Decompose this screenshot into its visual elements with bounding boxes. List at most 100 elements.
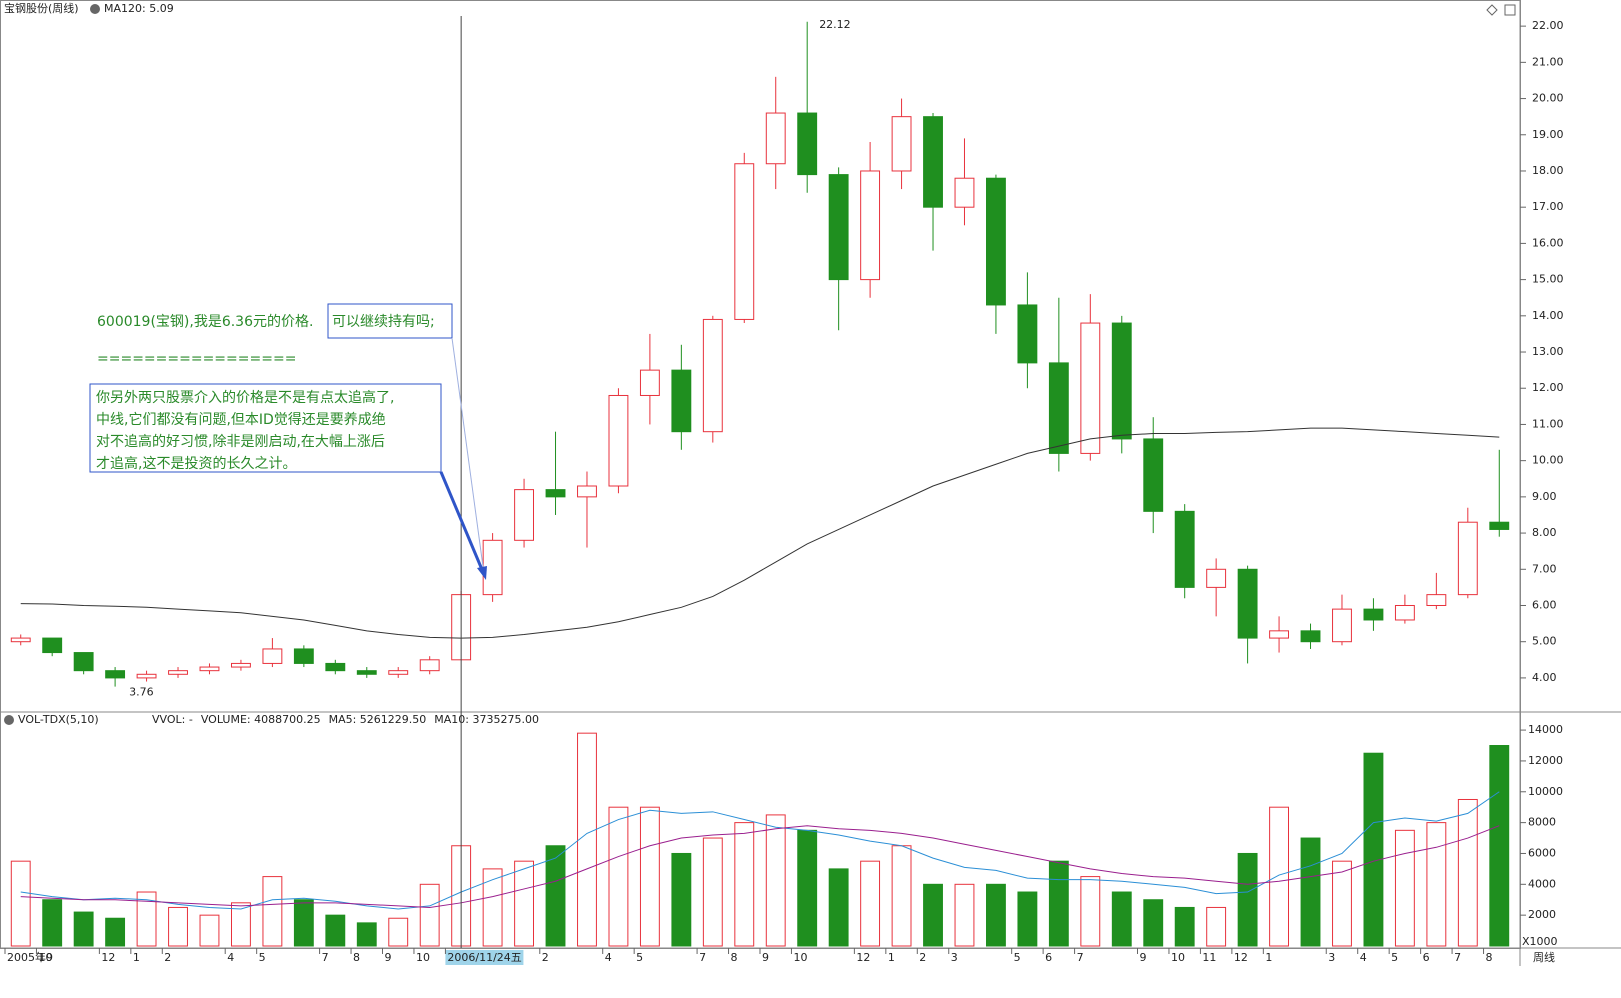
x-tick-label: 10 <box>416 951 430 964</box>
volume-ma-line <box>20 825 1500 908</box>
frame <box>0 0 1521 949</box>
x-tick-label: 8 <box>1486 951 1493 964</box>
candle-body <box>671 369 692 433</box>
y-tick-label: 12.00 <box>1532 381 1564 394</box>
x-tick-label: 1 <box>888 951 895 964</box>
x-tick-label: 8 <box>731 951 738 964</box>
high-label: 22.12 <box>819 18 851 31</box>
volume-bar <box>1489 745 1510 947</box>
x-tick-label: 11 <box>1202 951 1216 964</box>
icon <box>90 4 100 14</box>
candle-body <box>199 666 220 672</box>
candle-body <box>1017 304 1038 364</box>
volume-bar <box>954 883 975 947</box>
x-tick-label: 7 <box>322 951 329 964</box>
candle-body <box>1457 521 1478 596</box>
volume-bar <box>293 899 314 947</box>
note-answer: 中线,它们都没有问题,但本ID觉得还是要养成绝 <box>96 411 386 428</box>
candle-body <box>1080 322 1101 454</box>
volume-bar <box>1300 837 1321 947</box>
y-tick-label: 10000 <box>1528 785 1563 798</box>
candle-body <box>325 662 346 672</box>
candle-body <box>1048 362 1069 454</box>
x-tick-label: 9 <box>762 951 769 964</box>
x-tick-label: 7 <box>1454 951 1461 964</box>
volume-bar <box>136 891 157 947</box>
x-tick-label: 4 <box>605 951 612 964</box>
candle-body <box>1394 604 1415 621</box>
volume-bar <box>1080 876 1101 947</box>
volume-bar <box>1111 891 1132 947</box>
candle-body <box>293 648 314 664</box>
candle-body <box>10 637 31 643</box>
x-tick-label: 5 <box>259 951 266 964</box>
x-tick-label: 2005年9 <box>7 950 53 964</box>
volume-bar <box>73 911 94 947</box>
candle-body <box>1300 630 1321 643</box>
x-tick-label: 9 <box>385 951 392 964</box>
x-tick-label: 2 <box>919 951 926 964</box>
y-tick-label: 10.00 <box>1532 454 1564 467</box>
candle-body <box>765 112 786 165</box>
volume-bar <box>765 814 786 947</box>
volume-bar <box>860 860 881 947</box>
x-tick-label: 8 <box>353 951 360 964</box>
arrow <box>451 337 485 575</box>
candle-body <box>608 394 629 487</box>
volume-bar <box>1174 906 1195 947</box>
x-tick-label: 10 <box>38 951 52 964</box>
y-tick-label: 6.00 <box>1532 598 1557 611</box>
candle-body <box>356 670 377 675</box>
volume-bar <box>671 852 692 947</box>
candle-body <box>1111 322 1132 440</box>
volume-bar <box>986 883 1006 947</box>
y-tick-label: 13.00 <box>1532 345 1564 358</box>
candle-body <box>262 648 283 664</box>
volume-bar <box>1143 899 1164 947</box>
note-question: 600019(宝钢),我是6.36元的价格. <box>97 314 313 330</box>
volume-header: VVOL: - <box>152 713 193 726</box>
candle-body <box>514 489 534 541</box>
note: 600019(宝钢),我是6.36元的价格. 可以继续持有吗; ========… <box>89 303 487 580</box>
period-label: 周线 <box>1533 950 1555 964</box>
x-tick-label: 6 <box>1423 951 1430 964</box>
y-tick-label: 14.00 <box>1532 309 1564 322</box>
volume-bar <box>10 860 31 947</box>
volume-bar <box>797 829 818 947</box>
volume-bar <box>1332 860 1352 947</box>
note-answer: 你另外两只股票介入的价格是不是有点太追高了, <box>96 389 394 406</box>
volume-bar <box>1426 822 1447 947</box>
candle-body <box>891 116 912 172</box>
x-tick-label: 12 <box>1234 951 1248 964</box>
y-tick-label: 20.00 <box>1532 92 1564 105</box>
y-tick-label: 7.00 <box>1532 562 1557 575</box>
y-tick-label: 22.00 <box>1532 19 1564 32</box>
x-tick-label: 2006/11/24五 <box>447 951 521 964</box>
icon <box>1504 4 1516 16</box>
chart-title: 宝钢股份(周线) <box>4 1 79 15</box>
x-tick-label: 7 <box>699 951 706 964</box>
volume-bar <box>923 883 943 947</box>
volume-bar <box>199 914 220 947</box>
x-tick-label: 2 <box>164 951 171 964</box>
y-tick-label: 15.00 <box>1532 273 1564 286</box>
x-tick-label: 9 <box>1140 951 1147 964</box>
y-tick-label: 14000 <box>1528 723 1563 736</box>
x-tick-label: 4 <box>1360 951 1367 964</box>
candle-body <box>1332 608 1352 643</box>
candle-body <box>1237 568 1258 639</box>
x-tick-label: 1 <box>133 951 140 964</box>
y-tick-label: 18.00 <box>1532 164 1564 177</box>
candle-body <box>42 637 63 654</box>
note-answer: 对不追高的好习惯,除非是刚启动,在大幅上涨后 <box>96 433 385 450</box>
volume-title: VOL-TDX(5,10) <box>18 713 99 726</box>
x-tick-label: 10 <box>793 951 807 964</box>
y-tick-label: 21.00 <box>1532 55 1564 68</box>
volume-bar <box>514 860 534 947</box>
candle-body <box>419 659 440 672</box>
volume-bar <box>1363 752 1384 947</box>
ma-line <box>20 427 1500 639</box>
candle-body <box>73 652 94 672</box>
note-answer: 才追高,这不是投资的长久之计。 <box>96 455 296 472</box>
